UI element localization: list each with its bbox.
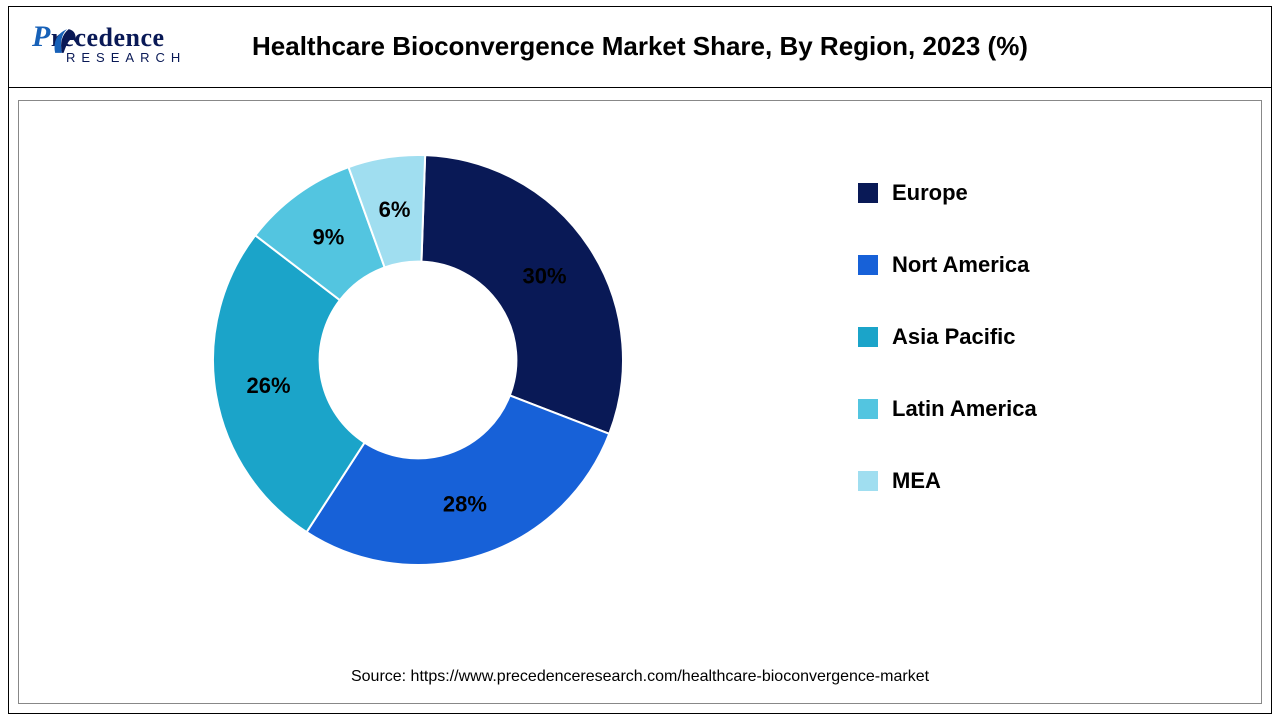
slice-label: 6% (379, 197, 411, 222)
legend-item: Nort America (858, 252, 1037, 278)
legend-label: Latin America (892, 396, 1037, 422)
header-bar: Precedence RESEARCH Healthcare Bioconver… (8, 6, 1272, 88)
legend-swatch (858, 183, 878, 203)
legend-item: Asia Pacific (858, 324, 1037, 350)
legend-swatch (858, 471, 878, 491)
brand-logo: Precedence RESEARCH (32, 20, 222, 65)
slice-label: 26% (246, 373, 290, 398)
legend-label: Nort America (892, 252, 1029, 278)
legend-label: Europe (892, 180, 968, 206)
donut-svg: 30% 28% 26% 9% 6% (208, 150, 628, 570)
legend-swatch (858, 327, 878, 347)
logo-swoosh-icon (50, 24, 84, 58)
legend-item: Europe (858, 180, 1037, 206)
legend-item: MEA (858, 468, 1037, 494)
chart-area: 30% 28% 26% 9% 6% Europe Nort America Asia Pac… (18, 100, 1262, 704)
logo-first-letter: P (32, 20, 51, 53)
donut-hole (320, 262, 517, 459)
slice-label: 28% (443, 491, 487, 516)
legend-label: Asia Pacific (892, 324, 1016, 350)
legend-label: MEA (892, 468, 941, 494)
legend-swatch (858, 399, 878, 419)
legend-swatch (858, 255, 878, 275)
slice-label: 9% (313, 225, 345, 250)
donut-chart: 30% 28% 26% 9% 6% (208, 150, 628, 570)
slice-label: 30% (523, 263, 567, 288)
legend: Europe Nort America Asia Pacific Latin Amer… (858, 180, 1037, 540)
legend-item: Latin America (858, 396, 1037, 422)
source-text: Source: https://www.precedenceresearch.c… (18, 668, 1262, 686)
